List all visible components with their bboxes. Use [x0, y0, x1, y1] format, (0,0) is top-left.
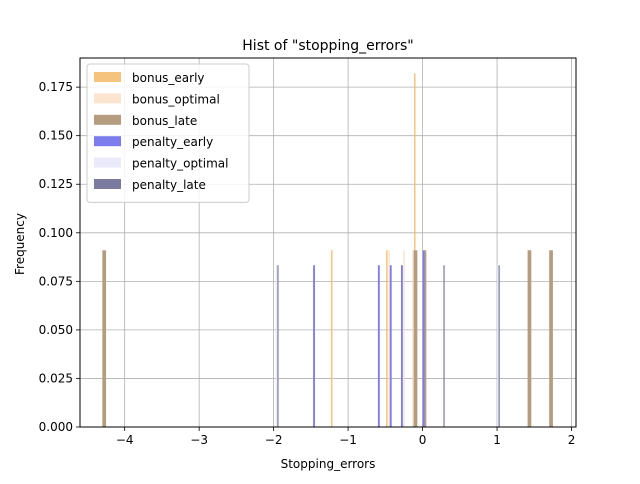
legend-label: penalty_early: [132, 135, 213, 149]
y-tick-label: 0.100: [39, 226, 73, 240]
histogram-bar: [400, 265, 403, 427]
chart-title: Hist of "stopping_errors": [242, 38, 413, 54]
x-tick-label: 0: [419, 433, 427, 447]
x-tick-label: −3: [190, 433, 208, 447]
histogram-bar: [443, 265, 445, 427]
histogram-bar: [422, 250, 425, 427]
legend-swatch: [94, 114, 121, 125]
legend-swatch: [94, 72, 121, 82]
y-axis: 0.000 0.025 0.050 0.075 0.100 0.125 0.150 0.175: [39, 80, 80, 434]
series-bonus-optimal: [388, 250, 414, 427]
legend-label: bonus_early: [132, 71, 205, 85]
histogram-bar: [497, 265, 499, 427]
legend-label: bonus_late: [132, 114, 197, 128]
x-tick-label: 2: [568, 433, 576, 447]
histogram-bar: [377, 265, 380, 427]
series-penalty-optimal: [275, 265, 499, 427]
legend-label: bonus_optimal: [132, 92, 220, 106]
legend-swatch: [94, 93, 121, 104]
histogram-bar: [549, 250, 553, 427]
y-tick-label: 0.050: [39, 323, 73, 337]
histogram-bar: [498, 265, 500, 427]
series-penalty-early: [313, 250, 425, 427]
histogram-bar: [102, 250, 107, 427]
histogram-bar: [330, 250, 333, 427]
histogram-bar: [412, 250, 414, 427]
histogram-bar: [386, 250, 388, 427]
histogram-bar: [422, 250, 427, 427]
histogram-bar: [413, 250, 418, 427]
y-tick-label: 0.125: [39, 177, 73, 191]
y-tick-label: 0.075: [39, 274, 73, 288]
legend-swatch: [94, 157, 121, 168]
series-bonus-late: [102, 250, 553, 427]
legend: bonus_early bonus_optimal bonus_latepenalt…: [86, 63, 250, 203]
legend-box: [86, 63, 250, 203]
bars-layer: [102, 73, 553, 428]
x-axis: −4 −3 −2 −1 0 1 2: [116, 427, 576, 447]
y-tick-label: 0.000: [39, 420, 73, 434]
histogram-bar: [403, 250, 405, 427]
histogram-bar: [277, 265, 279, 427]
x-tick-label: 1: [493, 433, 501, 447]
legend-label: penalty_late: [132, 178, 206, 192]
y-tick-label: 0.175: [39, 80, 73, 94]
histogram-bar: [388, 250, 390, 427]
y-axis-title: Frequency: [13, 213, 27, 275]
histogram-bar: [389, 265, 392, 427]
x-tick-label: −1: [339, 433, 357, 447]
x-axis-title: Stopping_errors: [281, 457, 376, 471]
y-tick-label: 0.025: [39, 371, 73, 385]
legend-label: penalty_optimal: [132, 157, 228, 171]
x-tick-label: −4: [116, 433, 134, 447]
x-tick-label: −2: [265, 433, 283, 447]
histogram-bar: [527, 250, 532, 427]
histogram-bar: [275, 265, 278, 427]
series-penalty-late: [277, 265, 500, 427]
plot-frame: [79, 57, 577, 428]
legend-swatch: [94, 136, 121, 147]
legend-swatch: [94, 179, 121, 189]
y-tick-label: 0.150: [39, 129, 73, 143]
histogram-bar: [313, 265, 315, 427]
